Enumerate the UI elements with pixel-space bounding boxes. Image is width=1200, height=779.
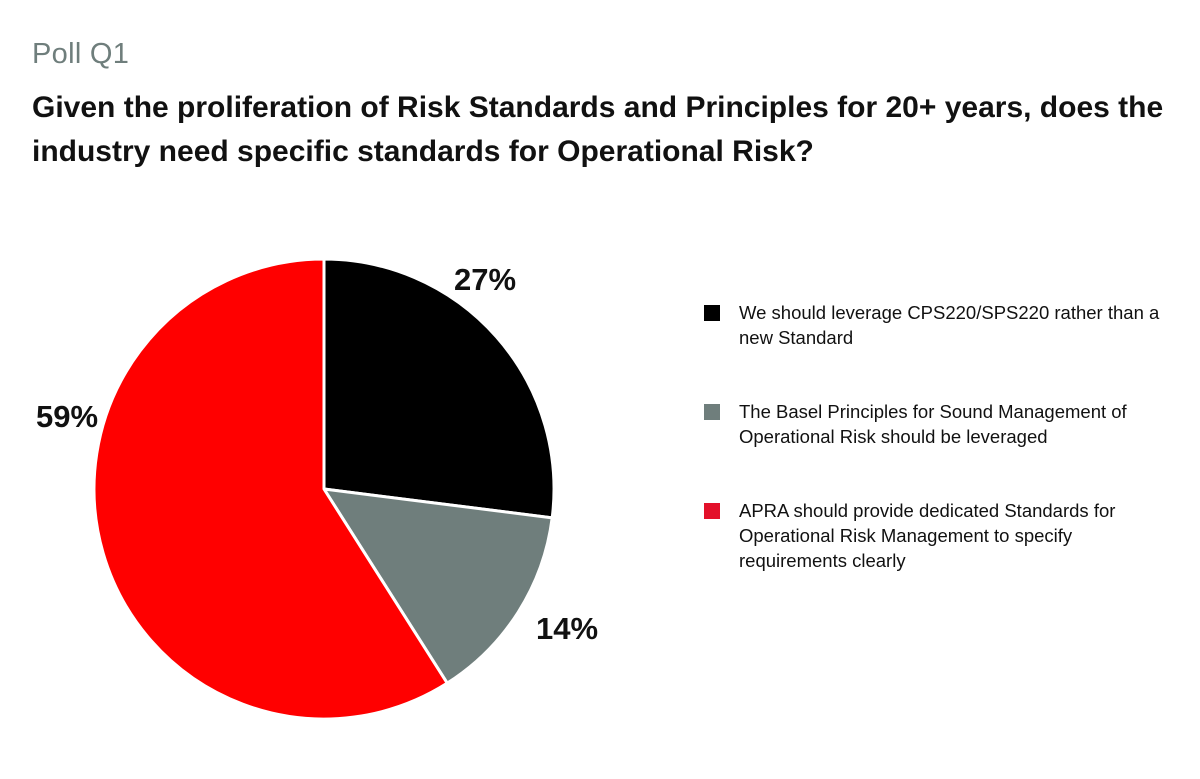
poll-label: Poll Q1 xyxy=(32,38,130,70)
slice-percent-label-2: 14% xyxy=(536,611,598,646)
legend-item-2: The Basel Principles for Sound Managemen… xyxy=(704,399,1184,449)
pie-slice-2 xyxy=(322,487,554,685)
legend-swatch-1 xyxy=(704,305,720,321)
legend-label-2: The Basel Principles for Sound Managemen… xyxy=(739,401,1127,447)
pie-slice-3 xyxy=(92,257,449,721)
legend-swatch-3 xyxy=(704,503,720,519)
pie-slice-1 xyxy=(322,257,556,520)
pie-chart: 27% 14% 59% xyxy=(0,230,640,750)
poll-question: Given the proliferation of Risk Standard… xyxy=(32,91,1164,168)
legend-item-3: APRA should provide dedicated Standards … xyxy=(704,498,1184,573)
slice-percent-label-3: 59% xyxy=(36,399,98,434)
chart-legend: We should leverage CPS220/SPS220 rather … xyxy=(704,300,1184,622)
legend-label-3: APRA should provide dedicated Standards … xyxy=(739,500,1116,571)
legend-label-1: We should leverage CPS220/SPS220 rather … xyxy=(739,302,1160,348)
pie-chart-svg: 27% 14% 59% xyxy=(36,257,598,721)
legend-swatch-2 xyxy=(704,404,720,420)
legend-item-1: We should leverage CPS220/SPS220 rather … xyxy=(704,300,1184,350)
slice-percent-label-1: 27% xyxy=(454,262,516,297)
